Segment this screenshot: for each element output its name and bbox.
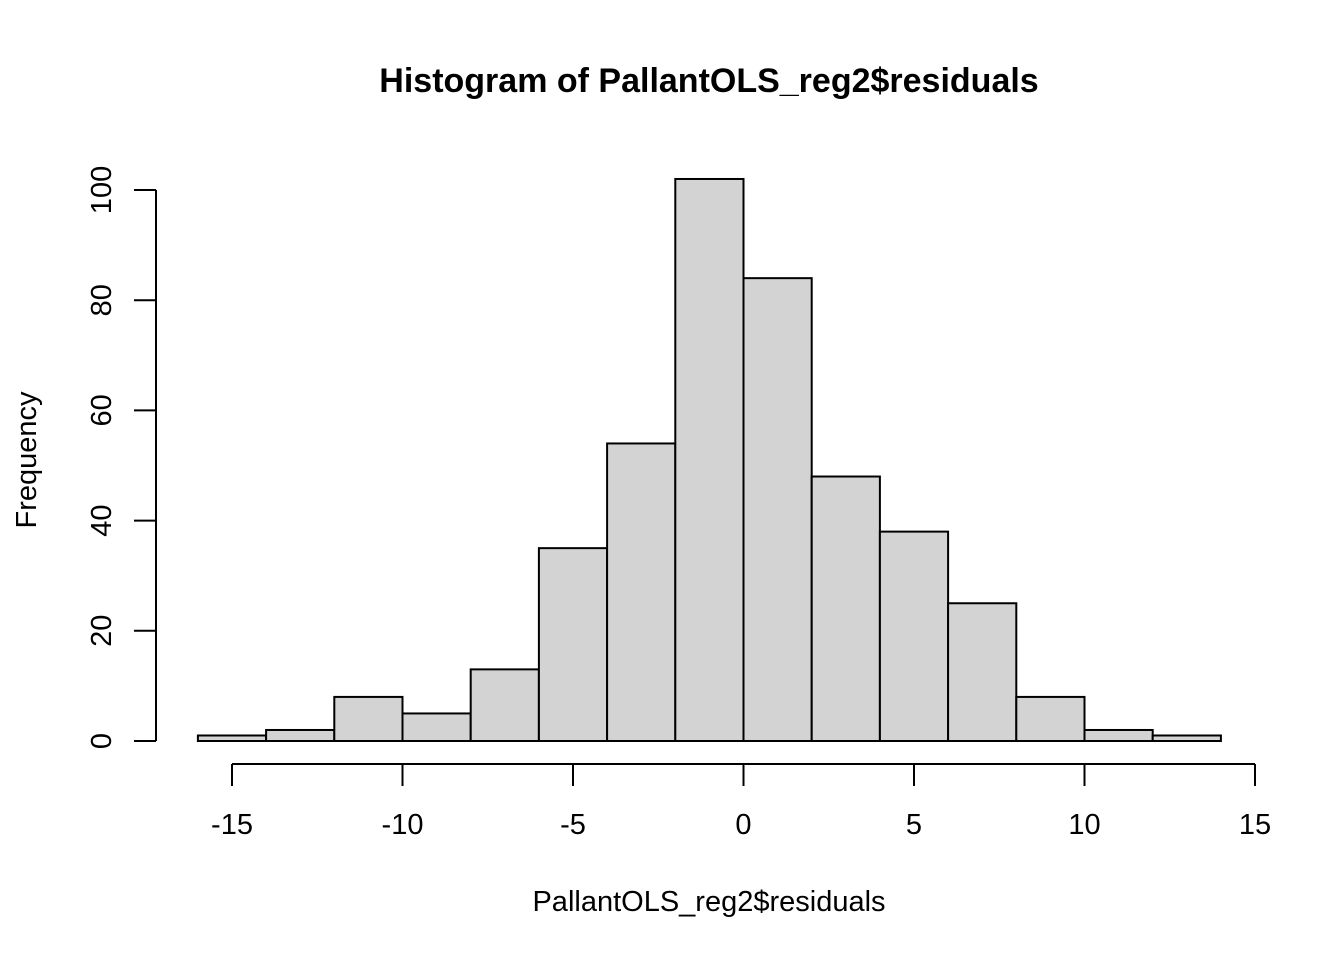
histogram-bar (1015, 695, 1086, 742)
x-tick-label: 0 (735, 809, 751, 841)
y-tick-label: 0 (86, 733, 118, 749)
x-tick-label: -15 (211, 809, 253, 841)
chart-title: Histogram of PallantOLS_reg2$residuals (379, 62, 1038, 100)
y-tick-label: 80 (86, 284, 118, 316)
histogram-bar (742, 277, 813, 742)
x-tick-label: 10 (1068, 809, 1100, 841)
histogram-bar (674, 177, 745, 743)
histogram-bar (810, 475, 881, 742)
x-axis-label: PallantOLS_reg2$residuals (532, 886, 885, 918)
histogram-bar (878, 530, 950, 742)
x-axis: -15 -10 -5 0 5 10 15 (211, 763, 1271, 841)
x-tick-label: -5 (560, 809, 586, 841)
histogram-bar (1083, 728, 1154, 742)
histogram-bar (333, 695, 404, 742)
histogram-bar (196, 734, 268, 742)
x-tick-label: 5 (906, 809, 922, 841)
histogram-bar (401, 712, 472, 743)
x-tick-label: -10 (382, 809, 424, 841)
histogram-bar (537, 547, 609, 743)
bars-group (196, 177, 1222, 743)
histogram-bar (1151, 734, 1222, 742)
y-tick-label: 40 (86, 504, 118, 536)
y-tick-label: 20 (86, 615, 118, 647)
y-tick-label: 60 (86, 394, 118, 426)
histogram-bar (947, 602, 1018, 742)
y-axis-label: Frequency (11, 391, 43, 529)
histogram-bar (265, 728, 336, 742)
histogram-bar (606, 442, 677, 742)
y-axis: 0 20 40 60 80 100 (86, 166, 157, 749)
histogram-bar (469, 668, 540, 742)
x-tick-label: 15 (1239, 809, 1271, 841)
y-tick-label: 100 (86, 166, 118, 214)
